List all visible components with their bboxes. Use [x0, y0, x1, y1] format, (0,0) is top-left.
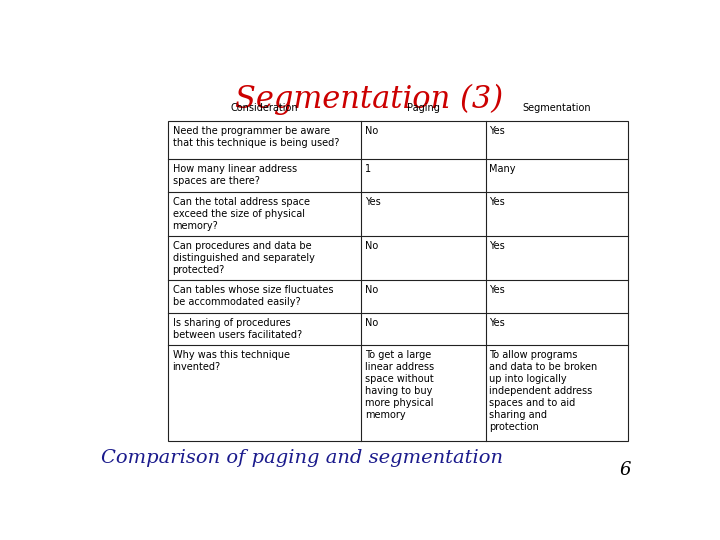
- Text: Can procedures and data be
distinguished and separately
protected?: Can procedures and data be distinguished…: [173, 241, 315, 275]
- Text: No: No: [365, 241, 378, 251]
- Text: Segmentation (3): Segmentation (3): [235, 84, 503, 114]
- Text: How many linear address
spaces are there?: How many linear address spaces are there…: [173, 164, 297, 186]
- Text: Need the programmer be aware
that this technique is being used?: Need the programmer be aware that this t…: [173, 126, 339, 148]
- Text: Segmentation: Segmentation: [523, 104, 591, 113]
- Text: No: No: [365, 285, 378, 295]
- Text: Many: Many: [489, 164, 516, 174]
- Text: Paging: Paging: [408, 104, 440, 113]
- Text: Yes: Yes: [489, 197, 505, 207]
- Bar: [168, 121, 629, 441]
- Text: Can the total address space
exceed the size of physical
memory?: Can the total address space exceed the s…: [173, 197, 310, 231]
- Text: Yes: Yes: [365, 197, 381, 207]
- Text: 6: 6: [620, 461, 631, 479]
- Text: To allow programs
and data to be broken
up into logically
independent address
sp: To allow programs and data to be broken …: [489, 350, 598, 432]
- Text: 1: 1: [365, 164, 371, 174]
- Text: Yes: Yes: [489, 126, 505, 136]
- Text: Why was this technique
invented?: Why was this technique invented?: [173, 350, 289, 372]
- Text: Comparison of paging and segmentation: Comparison of paging and segmentation: [101, 449, 503, 467]
- Text: Consideration: Consideration: [231, 104, 299, 113]
- Text: No: No: [365, 126, 378, 136]
- Text: No: No: [365, 318, 378, 328]
- Text: Yes: Yes: [489, 318, 505, 328]
- Text: To get a large
linear address
space without
having to buy
more physical
memory: To get a large linear address space with…: [365, 350, 434, 420]
- Text: Is sharing of procedures
between users facilitated?: Is sharing of procedures between users f…: [173, 318, 302, 340]
- Text: Yes: Yes: [489, 285, 505, 295]
- Text: Can tables whose size fluctuates
be accommodated easily?: Can tables whose size fluctuates be acco…: [173, 285, 333, 307]
- Text: Yes: Yes: [489, 241, 505, 251]
